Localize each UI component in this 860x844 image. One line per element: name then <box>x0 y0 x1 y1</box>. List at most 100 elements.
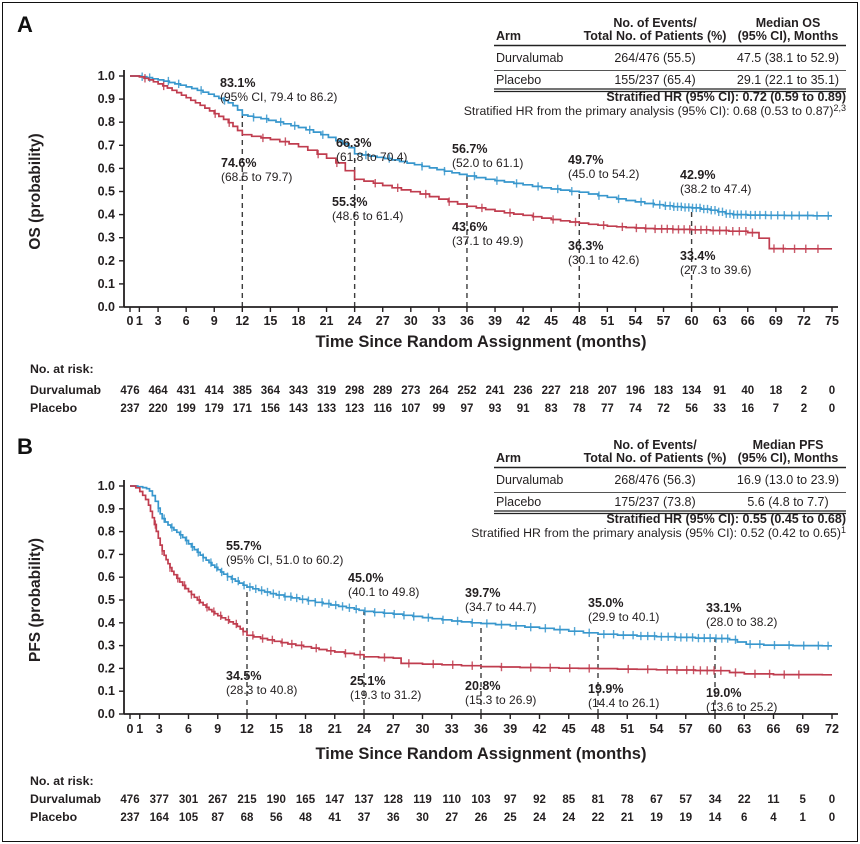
risk-count: 0 <box>829 403 835 415</box>
risk-count: 91 <box>517 403 530 415</box>
y-tick-label: 0.9 <box>98 502 115 516</box>
x-tick-label: 9 <box>214 722 221 736</box>
risk-count: 83 <box>545 403 558 415</box>
risk-count: 207 <box>598 385 617 397</box>
risk-count: 431 <box>177 385 197 397</box>
risk-count: 319 <box>317 385 336 397</box>
risk-count: 41 <box>328 812 341 824</box>
x-tick-label: 57 <box>657 314 671 328</box>
risk-count: 196 <box>626 385 645 397</box>
risk-count: 179 <box>205 403 224 415</box>
x-axis-title: Time Since Random Assignment (months) <box>316 333 647 351</box>
y-axis-title: PFS (probability) <box>27 538 44 662</box>
risk-count: 2 <box>801 385 807 397</box>
risk-count: 237 <box>120 812 139 824</box>
risk-count: 37 <box>358 812 371 824</box>
annotation-durvalumab-pct: 56.7% <box>452 142 487 156</box>
risk-count: 18 <box>769 385 782 397</box>
x-tick-label: 33 <box>445 722 459 736</box>
x-tick-label: 0 <box>127 314 134 328</box>
risk-count: 36 <box>387 812 400 824</box>
annotation-placebo-pct: 19.0% <box>706 686 741 700</box>
annotation-durvalumab-pct: 33.1% <box>706 601 741 615</box>
risk-count: 103 <box>471 794 490 806</box>
risk-count: 128 <box>384 794 404 806</box>
x-tick-label: 24 <box>357 722 371 736</box>
panel-B: 0 1 3 6 9 12 15 18 21 24 27 30 33 36 39 42 45 48 51 54 57 60 6… <box>27 438 846 824</box>
x-tick-label: 48 <box>591 722 605 736</box>
y-tick-label: 0.5 <box>98 185 115 199</box>
stats-median-value: 47.5 (38.1 to 52.9) <box>737 51 839 65</box>
risk-count: 91 <box>713 385 726 397</box>
annotation-placebo-ci: (15.3 to 26.9) <box>465 693 536 707</box>
annotation-durvalumab-ci: (28.0 to 38.2) <box>706 615 777 629</box>
stats-col-median-header: Median OS <box>756 16 821 30</box>
y-tick-label: 0.6 <box>98 161 115 175</box>
stats-col-arm-header: Arm <box>496 451 521 465</box>
hr-primary-analysis-footnote: Stratified HR from the primary analysis … <box>471 525 846 540</box>
y-tick-label: 0.6 <box>98 570 115 584</box>
risk-count: 6 <box>741 812 747 824</box>
x-tick-label: 66 <box>741 314 755 328</box>
risk-count: 218 <box>570 385 590 397</box>
stats-col-median-header: (95% CI), Months <box>738 29 839 43</box>
annotation-placebo-pct: 33.4% <box>680 249 715 263</box>
x-tick-label: 1 <box>136 314 143 328</box>
annotation-placebo-pct: 36.3% <box>568 239 603 253</box>
y-tick-label: 0.3 <box>98 639 115 653</box>
y-axis-title: OS (probability) <box>27 133 44 249</box>
risk-count: 298 <box>345 385 365 397</box>
y-tick-label: 0.1 <box>98 277 115 291</box>
risk-count: 464 <box>148 385 168 397</box>
risk-count: 476 <box>120 385 139 397</box>
annotation-durvalumab-pct: 49.7% <box>568 153 603 167</box>
risk-count: 99 <box>432 403 445 415</box>
x-tick-label: 30 <box>404 314 418 328</box>
risk-count: 119 <box>413 794 432 806</box>
risk-count: 57 <box>679 794 692 806</box>
x-axis-title: Time Since Random Assignment (months) <box>316 745 647 763</box>
risk-count: 237 <box>120 403 139 415</box>
risk-count: 21 <box>621 812 634 824</box>
stats-col-events-header: No. of Events/ <box>613 438 697 452</box>
y-tick-label: 0.4 <box>98 616 115 630</box>
risk-count: 0 <box>829 812 835 824</box>
risk-count: 164 <box>150 812 170 824</box>
annotation-placebo-ci: (28.3 to 40.8) <box>226 683 297 697</box>
y-tick-label: 0.2 <box>98 661 115 675</box>
annotation-durvalumab-ci: (40.1 to 49.8) <box>348 585 419 599</box>
risk-count: 364 <box>261 385 281 397</box>
x-tick-label: 60 <box>708 722 722 736</box>
panel-a-label: A <box>17 12 33 37</box>
risk-count: 134 <box>682 385 702 397</box>
y-tick-label: 0.9 <box>98 92 115 106</box>
annotation-durvalumab-ci: (95% CI, 79.4 to 86.2) <box>220 90 337 104</box>
risk-count: 289 <box>373 385 392 397</box>
annotation-placebo-pct: 20.8% <box>465 679 500 693</box>
risk-count: 215 <box>237 794 257 806</box>
x-tick-label: 24 <box>348 314 362 328</box>
annotation-durvalumab-pct: 42.9% <box>680 168 715 182</box>
risk-count: 56 <box>685 403 698 415</box>
x-tick-label: 3 <box>155 314 162 328</box>
risk-count: 377 <box>150 794 169 806</box>
km-curve-durvalumab <box>130 485 832 647</box>
risk-count: 241 <box>485 385 505 397</box>
x-tick-label: 18 <box>299 722 313 736</box>
annotation-durvalumab-pct: 83.1% <box>220 76 255 90</box>
x-tick-label: 57 <box>679 722 693 736</box>
x-tick-label: 6 <box>185 722 192 736</box>
risk-count: 143 <box>289 403 308 415</box>
y-tick-label: 0.7 <box>98 138 115 152</box>
annotation-placebo-pct: 55.3% <box>332 195 367 209</box>
no-at-risk-label: No. at risk: <box>30 362 94 376</box>
risk-count: 27 <box>445 812 458 824</box>
risk-count: 22 <box>738 794 751 806</box>
risk-count: 92 <box>533 794 546 806</box>
x-tick-label: 72 <box>825 722 839 736</box>
risk-count: 0 <box>829 385 835 397</box>
risk-row-name: Placebo <box>30 401 78 415</box>
x-tick-label: 21 <box>320 314 334 328</box>
risk-count: 97 <box>461 403 474 415</box>
stats-col-arm-header: Arm <box>496 29 521 43</box>
